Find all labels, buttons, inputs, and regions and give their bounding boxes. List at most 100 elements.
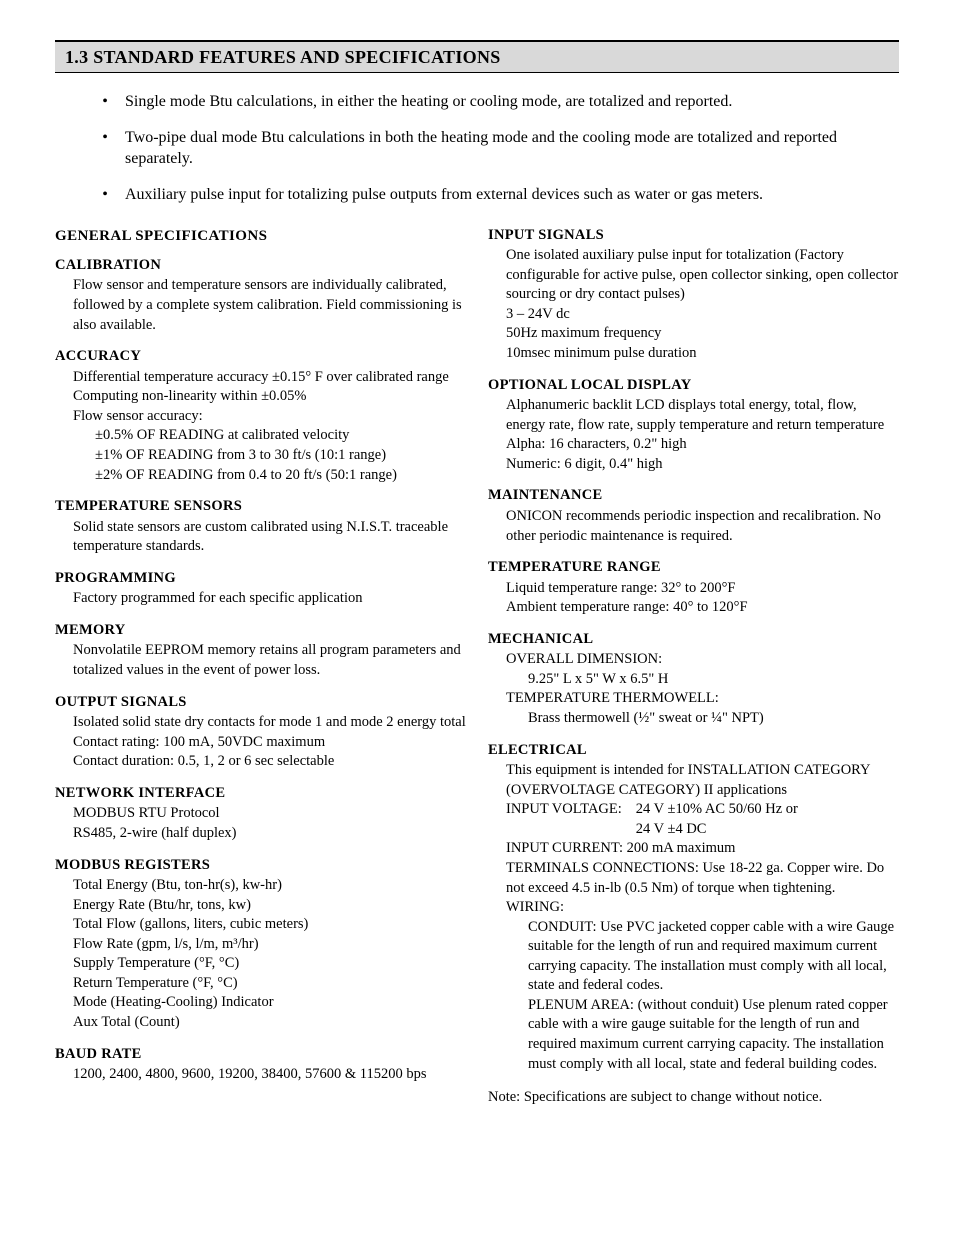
- spec-title: PROGRAMMING: [55, 569, 466, 589]
- section-header: 1.3 STANDARD FEATURES AND SPECIFICATIONS: [55, 40, 899, 73]
- list-item: •Two-pipe dual mode Btu calculations in …: [55, 127, 899, 170]
- spec-title: BAUD RATE: [55, 1045, 466, 1065]
- feature-bullets: •Single mode Btu calculations, in either…: [55, 91, 899, 205]
- spec-title: NETWORK INTERFACE: [55, 784, 466, 804]
- spec-subline: ±2% OF READING from 0.4 to 20 ft/s (50:1…: [73, 466, 466, 486]
- spec-line: TEMPERATURE THERMOWELL:: [506, 689, 899, 709]
- spec-programming: PROGRAMMING Factory programmed for each …: [55, 569, 466, 609]
- spec-title: INPUT SIGNALS: [488, 226, 899, 246]
- spec-subline: ±1% OF READING from 3 to 30 ft/s (10:1 r…: [73, 446, 466, 466]
- spec-line: Contact rating: 100 mA, 50VDC maximum: [73, 733, 466, 753]
- spec-subline: Brass thermowell (½" sweat or ¼" NPT): [506, 709, 899, 729]
- spec-line: This equipment is intended for INSTALLAT…: [506, 761, 899, 800]
- spec-line: 3 – 24V dc: [506, 305, 899, 325]
- spec-body: This equipment is intended for INSTALLAT…: [488, 761, 899, 1074]
- spec-body: Solid state sensors are custom calibrate…: [55, 518, 466, 557]
- list-item: •Auxiliary pulse input for totalizing pu…: [55, 184, 899, 206]
- spec-line: Mode (Heating-Cooling) Indicator: [73, 993, 466, 1013]
- spec-columns: GENERAL SPECIFICATIONS CALIBRATION Flow …: [55, 226, 899, 1108]
- right-column: INPUT SIGNALS One isolated auxiliary pul…: [488, 226, 899, 1108]
- bullet-text: Auxiliary pulse input for totalizing pul…: [125, 184, 899, 206]
- spec-subline: CONDUIT: Use PVC jacketed copper cable w…: [506, 918, 899, 996]
- spec-title: CALIBRATION: [55, 256, 466, 276]
- spec-line: WIRING:: [506, 898, 899, 918]
- spec-subline: PLENUM AREA: (without conduit) Use plenu…: [506, 996, 899, 1074]
- spec-line: Total Flow (gallons, liters, cubic meter…: [73, 915, 466, 935]
- spec-title: MODBUS REGISTERS: [55, 856, 466, 876]
- spec-modbus: MODBUS REGISTERS Total Energy (Btu, ton-…: [55, 856, 466, 1033]
- spec-body: One isolated auxiliary pulse input for t…: [488, 246, 899, 363]
- spec-line: RS485, 2-wire (half duplex): [73, 824, 466, 844]
- spec-line: Aux Total (Count): [73, 1013, 466, 1033]
- spec-line: Contact duration: 0.5, 1, 2 or 6 sec sel…: [73, 752, 466, 772]
- spec-baud: BAUD RATE 1200, 2400, 4800, 9600, 19200,…: [55, 1045, 466, 1085]
- spec-line: Ambient temperature range: 40° to 120°F: [506, 598, 899, 618]
- general-heading: GENERAL SPECIFICATIONS: [55, 226, 466, 246]
- bullet-text: Two-pipe dual mode Btu calculations in b…: [125, 127, 899, 170]
- spec-body: Isolated solid state dry contacts for mo…: [55, 713, 466, 772]
- spec-line: Flow Rate (gpm, l/s, l/m, m³/hr): [73, 935, 466, 955]
- spec-title: ACCURACY: [55, 347, 466, 367]
- bullet-dot: •: [55, 91, 125, 113]
- spec-line: Flow sensor accuracy:: [73, 407, 466, 427]
- spec-line: MODBUS RTU Protocol: [73, 804, 466, 824]
- spec-line: Isolated solid state dry contacts for mo…: [73, 713, 466, 733]
- spec-body: MODBUS RTU Protocol RS485, 2-wire (half …: [55, 804, 466, 843]
- spec-line: Alpha: 16 characters, 0.2" high: [506, 435, 899, 455]
- spec-line: Energy Rate (Btu/hr, tons, kw): [73, 896, 466, 916]
- input-voltage-label: INPUT VOLTAGE:: [506, 800, 622, 839]
- spec-title: ELECTRICAL: [488, 741, 899, 761]
- bullet-dot: •: [55, 184, 125, 206]
- spec-title: MECHANICAL: [488, 630, 899, 650]
- spec-body: Liquid temperature range: 32° to 200°F A…: [488, 579, 899, 618]
- spec-body: ONICON recommends periodic inspection an…: [488, 507, 899, 546]
- spec-body: Differential temperature accuracy ±0.15°…: [55, 368, 466, 485]
- spec-output-signals: OUTPUT SIGNALS Isolated solid state dry …: [55, 693, 466, 772]
- spec-line: Supply Temperature (°F, °C): [73, 954, 466, 974]
- spec-body: Nonvolatile EEPROM memory retains all pr…: [55, 641, 466, 680]
- spec-maintenance: MAINTENANCE ONICON recommends periodic i…: [488, 486, 899, 546]
- spec-line: Liquid temperature range: 32° to 200°F: [506, 579, 899, 599]
- spec-line: Alphanumeric backlit LCD displays total …: [506, 396, 899, 435]
- spec-title: MAINTENANCE: [488, 486, 899, 506]
- spec-title: MEMORY: [55, 621, 466, 641]
- spec-line: Differential temperature accuracy ±0.15°…: [73, 368, 466, 388]
- spec-accuracy: ACCURACY Differential temperature accura…: [55, 347, 466, 485]
- spec-body: 1200, 2400, 4800, 9600, 19200, 38400, 57…: [55, 1065, 466, 1085]
- spec-memory: MEMORY Nonvolatile EEPROM memory retains…: [55, 621, 466, 681]
- spec-line: Return Temperature (°F, °C): [73, 974, 466, 994]
- spec-body: OVERALL DIMENSION: 9.25" L x 5" W x 6.5"…: [488, 650, 899, 728]
- spec-line: 10msec minimum pulse duration: [506, 344, 899, 364]
- spec-body: Factory programmed for each specific app…: [55, 589, 466, 609]
- footnote: Note: Specifications are subject to chan…: [488, 1088, 899, 1108]
- list-item: •Single mode Btu calculations, in either…: [55, 91, 899, 113]
- spec-mechanical: MECHANICAL OVERALL DIMENSION: 9.25" L x …: [488, 630, 899, 729]
- spec-line: TERMINALS CONNECTIONS: Use 18-22 ga. Cop…: [506, 859, 899, 898]
- spec-line: OVERALL DIMENSION:: [506, 650, 899, 670]
- spec-title: TEMPERATURE SENSORS: [55, 497, 466, 517]
- spec-body: Flow sensor and temperature sensors are …: [55, 276, 466, 335]
- spec-body: Alphanumeric backlit LCD displays total …: [488, 396, 899, 474]
- spec-line: 50Hz maximum frequency: [506, 324, 899, 344]
- bullet-dot: •: [55, 127, 125, 170]
- spec-body: Total Energy (Btu, ton-hr(s), kw-hr) Ene…: [55, 876, 466, 1033]
- spec-line: Total Energy (Btu, ton-hr(s), kw-hr): [73, 876, 466, 896]
- spec-line: 24 V ±10% AC 50/60 Hz or: [636, 800, 798, 820]
- input-voltage-values: 24 V ±10% AC 50/60 Hz or 24 V ±4 DC: [622, 800, 798, 839]
- spec-calibration: CALIBRATION Flow sensor and temperature …: [55, 256, 466, 335]
- spec-input-signals: INPUT SIGNALS One isolated auxiliary pul…: [488, 226, 899, 364]
- spec-title: TEMPERATURE RANGE: [488, 558, 899, 578]
- bullet-text: Single mode Btu calculations, in either …: [125, 91, 899, 113]
- spec-subline: ±0.5% OF READING at calibrated velocity: [73, 426, 466, 446]
- spec-temp-range: TEMPERATURE RANGE Liquid temperature ran…: [488, 558, 899, 618]
- spec-title: OPTIONAL LOCAL DISPLAY: [488, 376, 899, 396]
- spec-title: OUTPUT SIGNALS: [55, 693, 466, 713]
- input-voltage-row: INPUT VOLTAGE: 24 V ±10% AC 50/60 Hz or …: [506, 800, 899, 839]
- spec-network: NETWORK INTERFACE MODBUS RTU Protocol RS…: [55, 784, 466, 844]
- spec-line: Numeric: 6 digit, 0.4" high: [506, 455, 899, 475]
- left-column: GENERAL SPECIFICATIONS CALIBRATION Flow …: [55, 226, 466, 1108]
- spec-temp-sensors: TEMPERATURE SENSORS Solid state sensors …: [55, 497, 466, 557]
- spec-line: One isolated auxiliary pulse input for t…: [506, 246, 899, 305]
- spec-line: Computing non-linearity within ±0.05%: [73, 387, 466, 407]
- spec-display: OPTIONAL LOCAL DISPLAY Alphanumeric back…: [488, 376, 899, 475]
